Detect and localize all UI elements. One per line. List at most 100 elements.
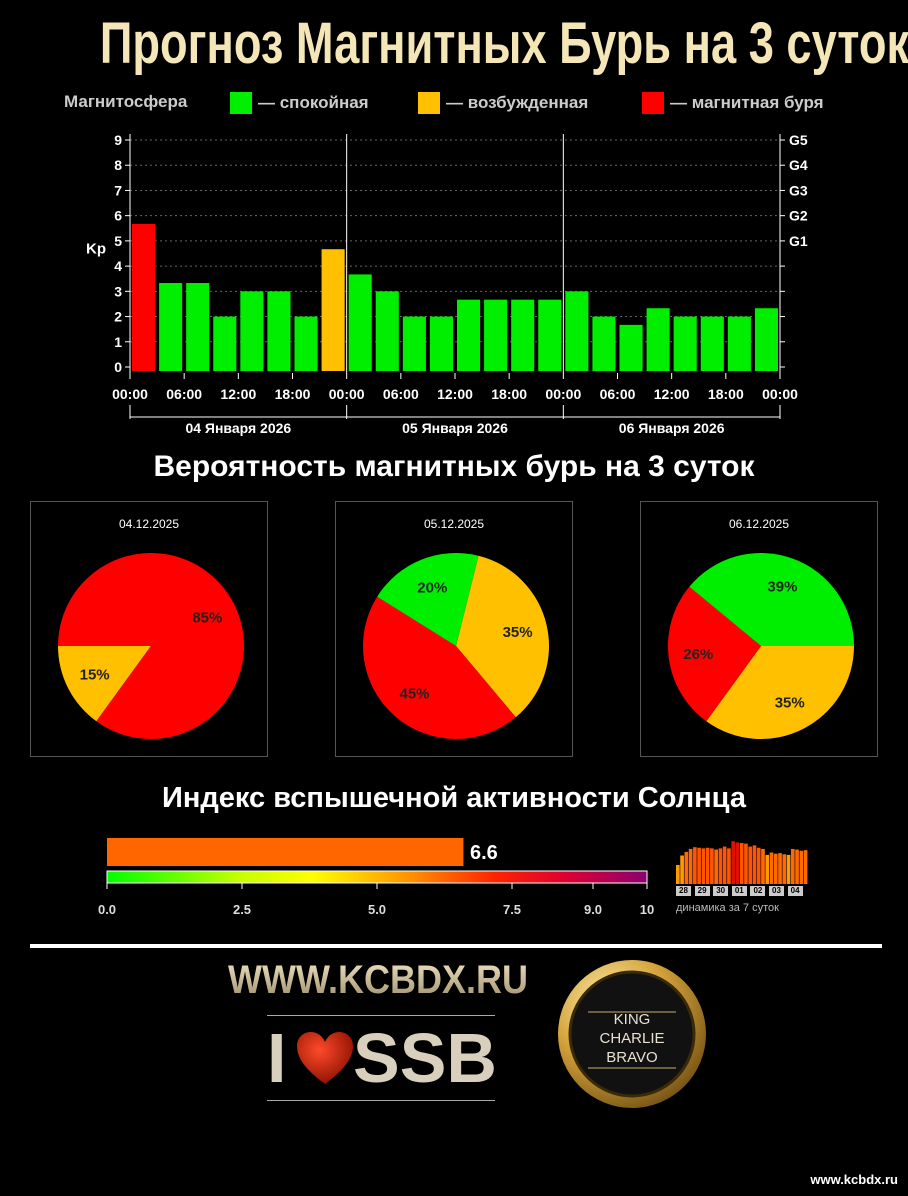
dynamics-bar: [697, 847, 701, 884]
flare-index-bar: [106, 838, 648, 889]
legend-label-calm: — спокойная: [258, 93, 369, 112]
x-tick-label: 00:00: [762, 386, 798, 402]
y-tick-label: 8: [114, 157, 122, 173]
y-tick-label: 4: [114, 258, 122, 274]
kp-bar: [186, 283, 210, 371]
legend-label-storm: — магнитная буря: [670, 93, 824, 112]
flare-tick-label: 5.0: [367, 902, 387, 917]
legend-item-excited: — возбужденная: [418, 92, 588, 114]
y-tick-label: 5: [114, 233, 122, 249]
dynamics-bar: [803, 850, 808, 884]
legend-label-excited: — возбужденная: [446, 93, 589, 112]
day-label: 05 Января 2026: [402, 420, 508, 436]
x-tick-label: 00:00: [112, 386, 148, 402]
dynamics-day-label: 03: [769, 886, 784, 896]
flare-tick-label: 10: [639, 902, 655, 917]
i-love-ssb-logo: I SSB: [267, 1015, 497, 1101]
g-scale-label: G4: [789, 157, 808, 173]
kp-bar: [402, 316, 426, 371]
dynamics-bar: [684, 851, 689, 884]
dynamics-bar: [786, 854, 791, 884]
dynamics-bar: [752, 845, 757, 884]
legend-swatch-storm: [642, 92, 664, 114]
dynamics-day-label: 30: [713, 886, 729, 896]
badge-line-3: BRAVO: [606, 1049, 657, 1066]
pie-chart-3: 35% 26% 39%: [668, 553, 854, 739]
dynamics-bar: [727, 848, 731, 884]
pie-slice-label: 35%: [503, 624, 533, 641]
x-tick-label: 12:00: [654, 386, 690, 402]
y-tick-label: 6: [114, 208, 122, 224]
g-scale-label: G2: [789, 208, 808, 224]
kp-bar: [619, 324, 643, 371]
dynamics-bar: [739, 843, 744, 884]
pie-slice-label: 20%: [417, 579, 447, 596]
dynamics-day-label: 04: [787, 886, 803, 896]
kp-bar: [592, 316, 616, 371]
kp-bar: [213, 316, 237, 371]
dynamics-bar: [705, 847, 710, 884]
legend-swatch-excited: [418, 92, 440, 114]
pie-panel-3: 06.12.2025 35% 26% 39%: [640, 501, 878, 757]
kp-bar: [294, 316, 318, 371]
flare-value-label: 6.6: [470, 842, 498, 864]
x-tick-label: 06:00: [383, 386, 419, 402]
dynamics-bar: [765, 854, 770, 884]
kp-bar: [429, 316, 453, 371]
pie-slice: [58, 553, 244, 739]
dynamics-bar: [735, 842, 740, 884]
g-scale-label: G5: [789, 132, 808, 148]
flare-tick-label: 2.5: [232, 902, 252, 917]
dynamics-bar: [782, 854, 787, 884]
legend-title: Магнитосфера: [64, 92, 188, 111]
ssb-i-letter: I: [267, 1019, 287, 1097]
pie-date-1: 04.12.2025: [118, 517, 180, 531]
kp-bar: [321, 249, 345, 371]
site-logo[interactable]: WWW.KCBDX.RU: [228, 958, 528, 1002]
pie-panel-1: 04.12.2025 15% 85%: [30, 501, 268, 757]
pie-chart-2: 35% 45% 20%: [363, 553, 549, 739]
x-tick-label: 06:00: [600, 386, 636, 402]
pie-slice-label: 45%: [399, 686, 429, 703]
kp-bar: [484, 299, 508, 371]
pie-slice-label: 85%: [192, 609, 222, 626]
kp-bar: [538, 299, 562, 371]
dynamics-bar: [773, 853, 778, 884]
dynamics-bar: [701, 848, 706, 884]
section-divider: [30, 944, 882, 948]
footer-url-link[interactable]: www.kcbdx.ru: [810, 1172, 898, 1187]
kp-bar: [267, 291, 291, 371]
x-tick-label: 18:00: [491, 386, 527, 402]
flare-dynamics-chart: [676, 841, 808, 884]
kp-bar: [754, 308, 778, 371]
pie-slice-label: 26%: [683, 646, 713, 663]
kp-bar: [159, 283, 183, 371]
dynamics-day-label: 02: [750, 886, 766, 896]
dynamics-bar: [731, 841, 736, 884]
x-tick-label: 12:00: [220, 386, 256, 402]
dynamics-bar: [799, 850, 804, 884]
kp-bar: [375, 291, 399, 371]
pie-slice-label: 15%: [80, 667, 110, 684]
dynamics-bar: [688, 848, 693, 884]
pie-slice: [668, 586, 761, 722]
y-tick-label: 2: [114, 309, 122, 325]
pie-chart-1: 15% 85%: [58, 553, 244, 739]
dynamics-bar: [756, 847, 761, 884]
pie-slice: [58, 646, 151, 722]
pie-slice-label: 35%: [775, 694, 805, 711]
flare-value-bar: [107, 838, 464, 866]
y-tick-label: 9: [114, 132, 122, 148]
legend-swatch-calm: [230, 92, 252, 114]
heart-icon: [297, 1032, 353, 1084]
kp-bar: [565, 291, 589, 371]
dynamics-day-label: 28: [676, 886, 691, 896]
kp-bar: [673, 316, 697, 371]
g-scale-label: G3: [789, 182, 808, 198]
dynamics-bar: [761, 848, 765, 884]
dynamics-day-label: 29: [694, 886, 710, 896]
legend-item-storm: — магнитная буря: [642, 92, 824, 114]
dynamics-bar: [710, 848, 714, 884]
flare-tick-label: 9.0: [583, 902, 603, 917]
kp-bar: [700, 316, 724, 371]
